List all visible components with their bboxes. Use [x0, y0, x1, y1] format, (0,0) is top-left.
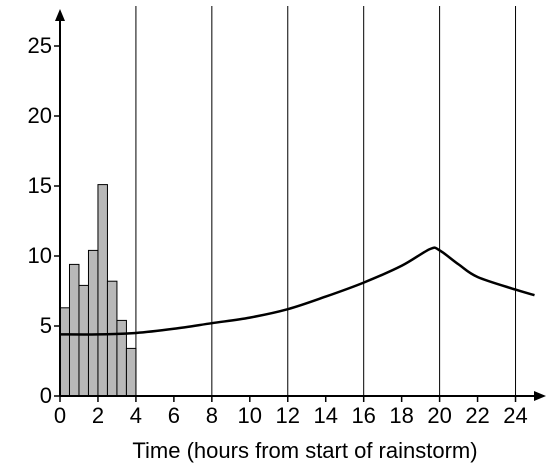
y-tick-label: 0 — [40, 383, 52, 408]
y-tick-label: 10 — [28, 243, 52, 268]
x-tick-label: 0 — [54, 403, 66, 428]
bar — [87, 249, 99, 397]
y-tick-label: 25 — [28, 33, 52, 58]
bar — [68, 263, 80, 397]
x-axis-label: Time (hours from start of rainstorm) — [132, 438, 477, 463]
x-tick-label: 4 — [130, 403, 142, 428]
bar — [116, 319, 127, 397]
bar — [125, 347, 137, 397]
x-tick-label: 24 — [503, 403, 527, 428]
bar — [78, 284, 89, 397]
x-tick-label: 14 — [313, 403, 337, 428]
x-tick-label: 18 — [389, 403, 413, 428]
x-tick-label: 6 — [168, 403, 180, 428]
y-tick-label: 5 — [40, 313, 52, 338]
x-tick-label: 16 — [351, 403, 375, 428]
x-tick-label: 10 — [238, 403, 262, 428]
y-tick-label: 15 — [28, 173, 52, 198]
y-tick-label: 20 — [28, 103, 52, 128]
bar — [97, 184, 108, 397]
x-tick-label: 20 — [427, 403, 451, 428]
x-axis-arrow — [534, 391, 546, 401]
bar — [59, 307, 70, 397]
bar — [106, 280, 118, 397]
y-axis-arrow — [55, 9, 65, 21]
x-tick-label: 8 — [206, 403, 218, 428]
flow-line — [59, 246, 535, 336]
x-tick-label: 12 — [276, 403, 300, 428]
x-tick-label: 22 — [465, 403, 489, 428]
x-tick-label: 2 — [92, 403, 104, 428]
